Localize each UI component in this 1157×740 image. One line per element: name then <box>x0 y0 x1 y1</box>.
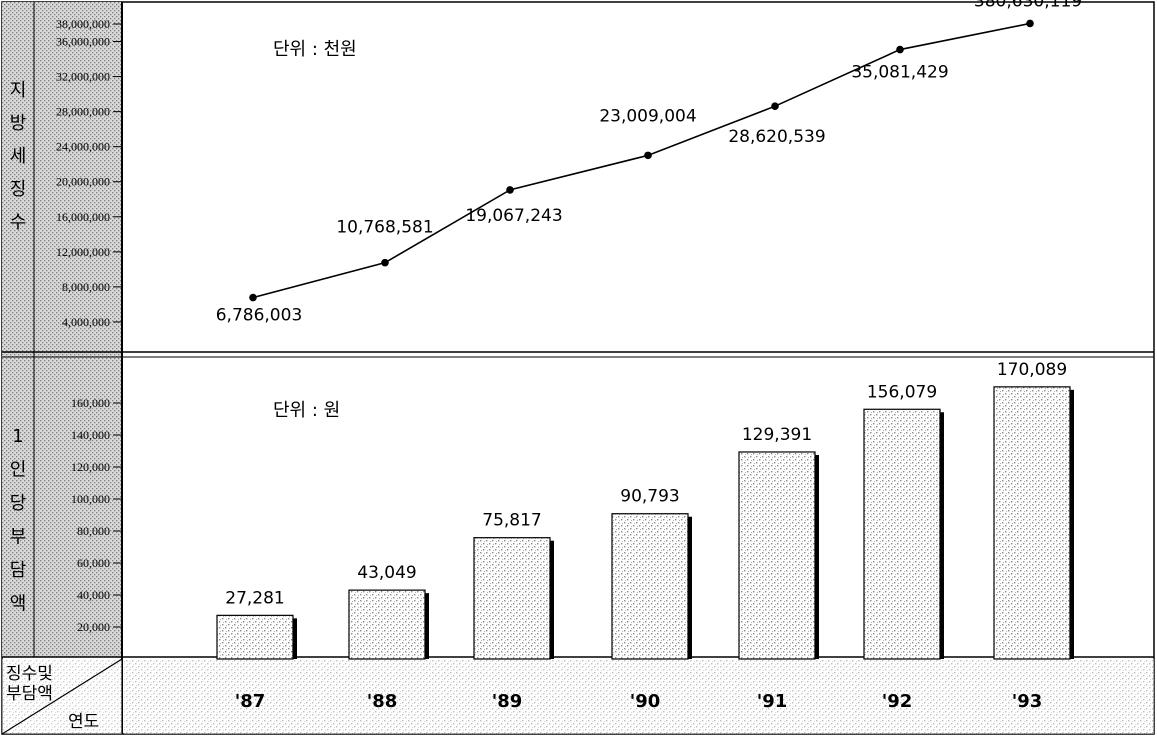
x-tick-label: '88 <box>367 691 398 712</box>
bar-chart-yaxis: 20,000 40,000 60,000 80,000 100,000 120,000 14… <box>71 396 122 634</box>
bar <box>348 589 426 660</box>
bar <box>216 614 294 660</box>
ytick-label: 16,000,000 <box>56 210 110 224</box>
ylabel-char: 징 <box>10 179 27 200</box>
left-label-strip <box>2 2 34 657</box>
data-label: 23,009,004 <box>599 106 696 126</box>
bar-value-label: 90,793 <box>620 487 679 507</box>
line-chart-unit-note: 단위 : 천원 <box>273 39 357 60</box>
ytick-label: 160,000 <box>71 396 110 410</box>
ylabel-char: 세 <box>10 146 27 167</box>
bar-value-label: 156,079 <box>867 382 937 402</box>
ytick-label: 80,000 <box>77 524 110 538</box>
ytick-label: 8,000,000 <box>62 280 110 294</box>
ytick-label: 20,000 <box>77 620 110 634</box>
bar-series: 27,281 43,049 75,817 90,793 129,391 156,079 17… <box>216 360 1074 660</box>
data-point <box>381 258 389 267</box>
x-tick-label: '89 <box>492 691 523 712</box>
corner-label-top-2: 부담액 <box>6 684 53 704</box>
ylabel-char: 방 <box>10 113 27 134</box>
bar <box>611 513 689 660</box>
x-tick-label: '90 <box>630 691 661 712</box>
x-tick-label: '92 <box>882 691 913 712</box>
ytick-label: 140,000 <box>71 428 110 442</box>
x-tick-label: '93 <box>1012 691 1043 712</box>
ytick-label: 120,000 <box>71 460 110 474</box>
bar-value-label: 43,049 <box>357 563 416 583</box>
line-series: 6,786,003 10,768,581 19,067,243 23,009,004 2… <box>216 0 1082 326</box>
bar-value-label: 129,391 <box>742 425 812 445</box>
ytick-label: 36,000,000 <box>56 35 110 49</box>
line-chart-yaxis: 4,000,000 8,000,000 12,000,000 16,000,000 20… <box>56 17 122 329</box>
bar <box>863 408 941 660</box>
ytick-label: 4,000,000 <box>62 315 110 329</box>
footer-band <box>124 659 1154 734</box>
ytick-label: 40,000 <box>77 588 110 602</box>
corner-label-bottom: 연도 <box>68 712 99 732</box>
ytick-label: 32,000,000 <box>56 70 110 84</box>
ylabel-char: 부 <box>10 527 27 548</box>
ytick-label: 20,000,000 <box>56 175 110 189</box>
bar-value-label: 170,089 <box>997 360 1067 380</box>
bar <box>473 537 551 660</box>
ytick-label: 60,000 <box>77 556 110 570</box>
data-label: 6,786,003 <box>216 306 303 326</box>
corner-label-top: 징수및 <box>6 664 53 684</box>
ytick-label: 100,000 <box>71 492 110 506</box>
data-label: 380,630,119 <box>974 0 1082 11</box>
data-label: 10,768,581 <box>336 218 433 238</box>
data-point <box>1026 19 1034 28</box>
bar <box>738 451 816 660</box>
data-label: 35,081,429 <box>851 63 948 83</box>
ylabel-char: 인 <box>10 460 27 481</box>
bar-value-label: 75,817 <box>482 511 541 531</box>
ylabel-char: 지 <box>10 80 27 101</box>
data-point <box>249 293 257 302</box>
data-label: 28,620,539 <box>728 127 825 147</box>
ytick-label: 12,000,000 <box>56 245 110 259</box>
bar-value-label: 27,281 <box>225 588 284 608</box>
ytick-label: 24,000,000 <box>56 140 110 154</box>
x-tick-label: '91 <box>757 691 788 712</box>
tick-strip <box>34 2 122 657</box>
x-tick-label: '87 <box>235 691 266 712</box>
ylabel-char: 담 <box>10 560 27 581</box>
ylabel-char: 액 <box>10 594 27 615</box>
ytick-label: 28,000,000 <box>56 105 110 119</box>
x-axis-years: '87 '88 '89 '90 '91 '92 '93 <box>235 691 1043 712</box>
bar-chart-unit-note: 단위 : 원 <box>273 400 340 421</box>
data-label: 19,067,243 <box>465 206 562 226</box>
ylabel-char: 수 <box>10 212 27 233</box>
ylabel-char: 당 <box>10 493 27 514</box>
ytick-label: 38,000,000 <box>56 17 110 31</box>
ylabel-char: 1 <box>12 426 23 447</box>
data-point <box>771 102 779 110</box>
data-point <box>896 45 904 54</box>
corner-diagonal <box>1 658 123 735</box>
data-point <box>506 186 514 194</box>
data-point <box>644 151 652 160</box>
bar <box>993 386 1071 660</box>
